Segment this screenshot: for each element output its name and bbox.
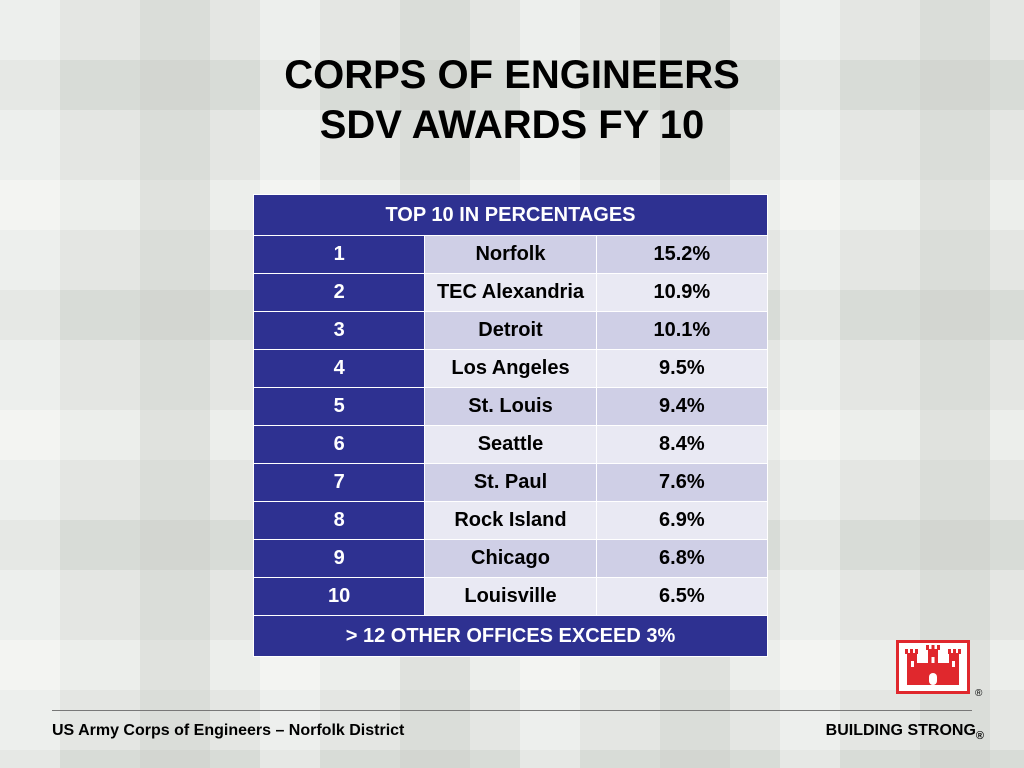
percent-cell: 6.5%	[595, 577, 769, 616]
office-cell: Seattle	[424, 425, 597, 464]
castle-icon-graphic	[905, 645, 961, 685]
rank-cell: 7	[252, 463, 426, 502]
table-row: 3 Detroit 10.1%	[252, 311, 769, 350]
slogan-registered-mark: ®	[975, 730, 984, 743]
title-line-1: CORPS OF ENGINEERS	[284, 53, 740, 97]
table-row: 5 St. Louis 9.4%	[252, 387, 769, 426]
percent-cell: 15.2%	[595, 235, 769, 274]
office-cell: Rock Island	[424, 501, 597, 540]
table-row: 10 Louisville 6.5%	[252, 577, 769, 616]
percent-cell: 10.9%	[595, 273, 769, 312]
table-footer-row: > 12 OTHER OFFICES EXCEED 3%	[253, 615, 768, 657]
percent-cell: 10.1%	[595, 311, 769, 350]
logo-registered-mark: ®	[975, 688, 983, 699]
office-cell: St. Louis	[424, 387, 597, 426]
footer-divider	[52, 710, 972, 711]
table-row: 4 Los Angeles 9.5%	[252, 349, 769, 388]
office-cell: TEC Alexandria	[424, 273, 597, 312]
office-cell: Louisville	[424, 577, 597, 616]
office-cell: Chicago	[424, 539, 597, 578]
table-row: 7 St. Paul 7.6%	[252, 463, 769, 502]
rank-cell: 8	[252, 501, 426, 540]
percent-cell: 6.9%	[595, 501, 769, 540]
table-row: 9 Chicago 6.8%	[252, 539, 769, 578]
castle-icon	[896, 640, 970, 694]
office-cell: Los Angeles	[424, 349, 597, 388]
table-row: 1 Norfolk 15.2%	[252, 235, 769, 274]
rank-cell: 1	[252, 235, 426, 274]
office-cell: St. Paul	[424, 463, 597, 502]
page-title: CORPS OF ENGINEERS SDV AWARDS FY 10	[0, 50, 1024, 150]
table-row: 6 Seattle 8.4%	[252, 425, 769, 464]
rank-cell: 5	[252, 387, 426, 426]
rank-cell: 2	[252, 273, 426, 312]
percent-cell: 6.8%	[595, 539, 769, 578]
percent-cell: 9.5%	[595, 349, 769, 388]
rank-cell: 6	[252, 425, 426, 464]
office-cell: Detroit	[424, 311, 597, 350]
table-header-row: TOP 10 IN PERCENTAGES	[253, 194, 768, 236]
rank-cell: 10	[252, 577, 426, 616]
footer-organization: US Army Corps of Engineers – Norfolk Dis…	[52, 722, 405, 739]
title-line-2: SDV AWARDS FY 10	[319, 103, 705, 147]
footer-slogan: BUILDING STRONG®	[826, 722, 984, 742]
table-row: 2 TEC Alexandria 10.9%	[252, 273, 769, 312]
table-row: 8 Rock Island 6.9%	[252, 501, 769, 540]
percent-cell: 8.4%	[595, 425, 769, 464]
rank-cell: 4	[252, 349, 426, 388]
awards-table: TOP 10 IN PERCENTAGES 1 Norfolk 15.2% 2 …	[252, 194, 769, 657]
percent-cell: 9.4%	[595, 387, 769, 426]
office-cell: Norfolk	[424, 235, 597, 274]
rank-cell: 9	[252, 539, 426, 578]
percent-cell: 7.6%	[595, 463, 769, 502]
slogan-text: BUILDING STRONG	[825, 722, 976, 739]
rank-cell: 3	[252, 311, 426, 350]
table-header: TOP 10 IN PERCENTAGES	[253, 194, 768, 236]
table-footer: > 12 OTHER OFFICES EXCEED 3%	[253, 615, 768, 657]
